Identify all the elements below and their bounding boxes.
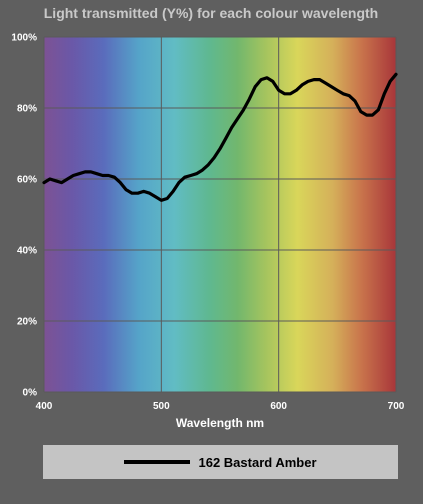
legend-label: 162 Bastard Amber	[198, 454, 317, 470]
y-tick-label: 40%	[17, 246, 37, 257]
y-tick-label: 100%	[11, 33, 37, 44]
legend-swatch	[124, 460, 191, 464]
plot-area	[44, 37, 396, 392]
grid-lines	[43, 36, 397, 393]
chart-title: Light transmitted (Y%) for each colour w…	[44, 5, 378, 21]
x-tick-label: 600	[270, 401, 287, 412]
series-line	[42, 72, 398, 202]
y-tick-label: 60%	[17, 175, 37, 186]
y-tick-label: 0%	[23, 388, 38, 399]
x-tick-label: 700	[388, 401, 405, 412]
y-tick-label: 80%	[17, 104, 37, 115]
x-tick-label: 400	[36, 401, 53, 412]
x-axis-label: Wavelength nm	[176, 416, 264, 430]
axes: 0% 20% 40% 60% 80% 100% 400 500 600 700	[11, 33, 404, 413]
y-tick-label: 20%	[17, 317, 37, 328]
x-tick-label: 500	[153, 401, 170, 412]
legend: 162 Bastard Amber	[43, 445, 398, 479]
series-layer	[42, 72, 398, 202]
